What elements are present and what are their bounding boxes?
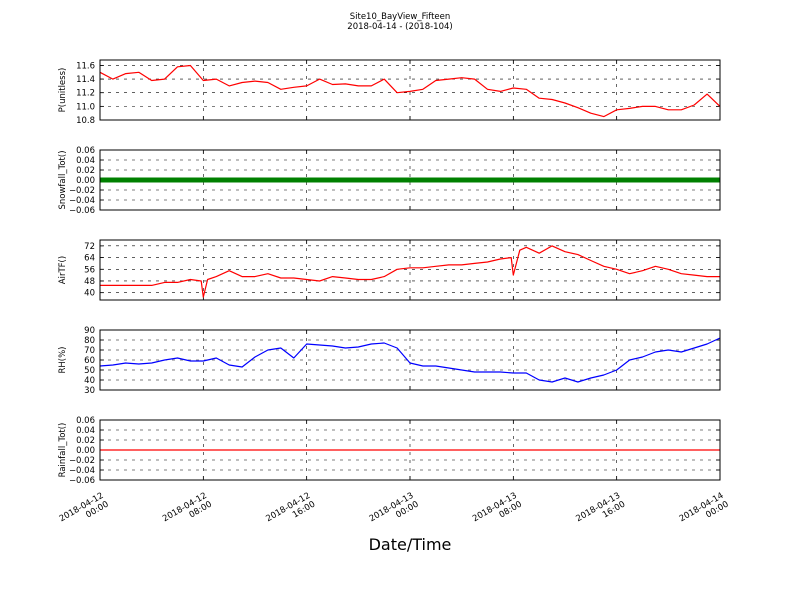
y-tick-label: 11.4 xyxy=(76,75,95,85)
y-tick-label: 40 xyxy=(84,289,95,299)
y-tick-label: 11.0 xyxy=(76,102,95,112)
plot-frame xyxy=(99,239,721,301)
y-tick-label: 70 xyxy=(84,346,95,356)
y-tick-label: 0.02 xyxy=(76,436,95,446)
y-tick-label: 0.02 xyxy=(76,166,95,176)
panel-snowfall: −0.06−0.04−0.020.000.020.040.06 Snowfall_… xyxy=(58,146,721,216)
y-tick-label: −0.02 xyxy=(69,456,95,466)
y-tick-label: 50 xyxy=(84,366,95,376)
y-tick-label: 0.04 xyxy=(76,156,95,166)
y-tick-label: 80 xyxy=(84,336,95,346)
panel-rainfall: −0.06−0.04−0.020.000.020.040.06 Rainfall_… xyxy=(58,416,721,486)
y-tick-label: −0.02 xyxy=(69,186,95,196)
plot-frame xyxy=(99,149,721,211)
y-axis-label: Snowfall_Tot() xyxy=(58,150,68,209)
x-tick-label: 2018-04-1308:00 xyxy=(471,491,524,533)
plot-frame xyxy=(99,419,721,481)
y-tick-label: 60 xyxy=(84,356,95,366)
y-tick-label: 48 xyxy=(84,277,95,287)
x-tick-label: 2018-04-1300:00 xyxy=(368,491,421,533)
y-tick-label: 90 xyxy=(84,326,95,336)
y-tick-label: −0.06 xyxy=(69,476,95,486)
y-tick-label: 72 xyxy=(84,242,95,252)
figure-title: Site10_BayView_Fifteen xyxy=(350,12,451,22)
series-line-airtf xyxy=(100,245,720,298)
y-tick-label: 30 xyxy=(84,386,95,396)
y-tick-label: 64 xyxy=(84,254,95,264)
x-tick-label: 2018-04-1200:00 xyxy=(58,491,111,533)
x-tick-label: 2018-04-1316:00 xyxy=(574,491,627,533)
figure-subtitle: 2018-04-14 - (2018-104) xyxy=(347,22,452,32)
y-tick-label: 10.8 xyxy=(76,116,95,126)
x-tick-labels: 2018-04-1200:00 2018-04-1208:00 2018-04-12… xyxy=(58,491,731,533)
y-tick-label: −0.04 xyxy=(69,466,95,476)
y-tick-label: 0.06 xyxy=(76,146,95,156)
y-tick-label: 0.06 xyxy=(76,416,95,426)
y-tick-label: −0.04 xyxy=(69,196,95,206)
panels: 10.811.011.211.411.6P(unitless)−0.06−0.0… xyxy=(58,59,721,486)
x-tick-label: 2018-04-1216:00 xyxy=(264,491,317,533)
y-tick-label: 40 xyxy=(84,376,95,386)
y-tick-label: 0.00 xyxy=(76,176,95,186)
y-axis-label: Rainfall_Tot() xyxy=(58,423,68,478)
y-axis-label: RH(%) xyxy=(58,346,68,373)
y-tick-label: −0.06 xyxy=(69,206,95,216)
x-tick-label: 2018-04-1208:00 xyxy=(161,491,214,533)
y-tick-label: 0.00 xyxy=(76,446,95,456)
y-tick-label: 0.04 xyxy=(76,426,95,436)
plot-frame xyxy=(99,329,721,391)
series-line-p xyxy=(99,64,721,118)
plot-frame xyxy=(99,59,721,121)
panel-p: 10.8 11.0 11.2 11.4 11.6 P(unitless) xyxy=(58,59,721,126)
series-line-rh xyxy=(99,337,721,383)
y-axis-label: AirTF() xyxy=(58,256,68,284)
y-tick-label: 11.6 xyxy=(76,61,95,71)
x-tick-label: 2018-04-1400:00 xyxy=(678,491,731,533)
y-tick-label: 11.2 xyxy=(76,89,95,99)
y-axis-label: P(unitless) xyxy=(58,68,68,113)
x-axis-label: Date/Time xyxy=(369,535,452,554)
y-tick-label: 56 xyxy=(84,265,95,275)
